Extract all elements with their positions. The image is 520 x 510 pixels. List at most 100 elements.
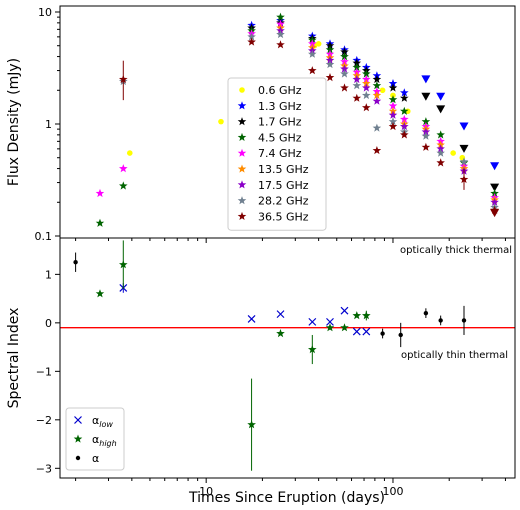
bottom-y-axis-label: Spectral Index <box>6 308 22 409</box>
data-point-13-5-ghz <box>362 79 371 88</box>
data-point-28-2-ghz <box>372 123 382 132</box>
legend-marker <box>237 196 247 205</box>
y-tick-label: −1 <box>36 365 52 378</box>
upper-limit-1-7-ghz <box>490 183 500 192</box>
legend-label: 4.5 GHz <box>258 131 302 144</box>
data-point-4-5-ghz <box>119 181 128 190</box>
legend-marker <box>239 87 245 93</box>
data-point--high <box>247 420 256 429</box>
upper-limit-1-7-ghz <box>436 105 446 114</box>
upper-limit-1-7-ghz <box>421 92 431 101</box>
legend-marker <box>237 117 247 126</box>
y-tick-label: −3 <box>36 462 52 475</box>
x-stroke <box>340 306 349 315</box>
x-stroke <box>326 317 334 326</box>
data-point-28-2-ghz <box>308 49 317 58</box>
bottom-axis-ticks: −3 −2 −1 0 1 10 100 <box>36 268 506 498</box>
data-point-28-2-ghz <box>421 131 431 140</box>
x-stroke <box>352 327 361 336</box>
data-point-17-5-ghz <box>490 197 499 206</box>
data-point-17-5-ghz <box>362 83 371 92</box>
top-panel: 0.1 1 10 Flux Density (mJy) 0.6 GHz 1.3 GHz… <box>6 5 516 243</box>
y-tick-label: −2 <box>36 414 52 427</box>
legend-label: 0.6 GHz <box>258 84 302 97</box>
legend-label: 1.3 GHz <box>258 100 302 113</box>
data-point-- <box>438 318 443 323</box>
upper-limit-1-3-ghz <box>421 75 431 84</box>
data-point-4-5-ghz <box>340 52 349 61</box>
data-point-1-3-ghz <box>388 79 398 88</box>
data-point-28-2-ghz <box>436 148 445 157</box>
data-point-17-5-ghz <box>352 74 362 84</box>
data-point-4-5-ghz <box>276 12 285 21</box>
y-tick-label: 0 <box>45 317 52 330</box>
data-point-1-7-ghz <box>388 83 398 92</box>
data-point-36-5-ghz <box>372 146 382 155</box>
upper-limit-36-5-ghz <box>490 209 500 218</box>
top-legend: 0.6 GHz 1.3 GHz 1.7 GHz 4.5 GHz 7.4 GHz 13.5 … <box>227 77 327 231</box>
data-point-36-5-ghz <box>276 40 285 49</box>
data-point--low <box>362 327 371 336</box>
data-point-28-2-ghz <box>247 32 256 41</box>
data-point-- <box>73 260 78 265</box>
data-point-- <box>380 331 385 336</box>
x-tick-label: 100 <box>382 485 403 498</box>
annotation-optically-thin: optically thin thermal <box>401 350 508 361</box>
data-point--high <box>308 345 317 354</box>
data-point-4-5-ghz <box>362 69 371 78</box>
data-point-4-5-ghz <box>372 81 382 90</box>
legend-marker <box>237 180 247 189</box>
y-tick-label: 0.1 <box>35 230 53 243</box>
data-point--low <box>352 327 361 336</box>
data-point--low <box>247 315 256 323</box>
data-point--high <box>325 323 335 332</box>
data-point-1-7-ghz <box>352 58 362 67</box>
data-point-17-5-ghz <box>436 144 445 153</box>
data-point--low <box>340 306 349 315</box>
data-point-7-4-ghz <box>340 57 349 66</box>
legend-label: 28.2 GHz <box>258 195 309 208</box>
data-point--low <box>276 310 285 319</box>
data-point-4-5-ghz <box>388 95 398 104</box>
data-point-0-6-ghz <box>218 118 224 125</box>
data-point-36-5-ghz <box>308 66 317 75</box>
data-point-4-5-ghz <box>352 62 362 72</box>
data-point-4-5-ghz <box>95 218 105 227</box>
x-stroke <box>308 317 317 326</box>
data-point-28-2-ghz <box>340 69 349 78</box>
legend-label: 7.4 GHz <box>258 147 302 160</box>
upper-limit-1-3-ghz <box>490 162 500 171</box>
top-data-marks <box>95 12 500 227</box>
x-stroke <box>276 310 285 319</box>
data-point-0-6-ghz <box>315 41 322 47</box>
data-point-7-4-ghz <box>388 101 398 110</box>
data-point-17-5-ghz <box>340 64 349 73</box>
data-point-7-4-ghz <box>95 188 105 198</box>
data-point-1-7-ghz <box>400 93 409 102</box>
data-point--high <box>352 311 362 320</box>
data-point-17-5-ghz <box>400 122 409 131</box>
y-tick-label: 1 <box>45 118 52 131</box>
data-point-28-2-ghz <box>388 117 398 126</box>
legend-label: 17.5 GHz <box>258 179 309 192</box>
legend-marker <box>237 148 247 157</box>
legend-marker <box>237 164 247 173</box>
data-point-7-4-ghz <box>400 114 409 123</box>
legend-label: 36.5 GHz <box>258 210 309 223</box>
data-point-1-7-ghz <box>340 47 349 56</box>
data-point--high <box>276 329 285 338</box>
data-point-13-5-ghz <box>372 90 382 100</box>
data-point--low <box>326 317 334 326</box>
x-axis-label: Times Since Eruption (days) <box>188 490 385 506</box>
legend-label: 1.7 GHz <box>258 116 302 129</box>
legend-marker <box>237 101 247 110</box>
x-stroke <box>74 416 82 424</box>
data-point-28-2-ghz <box>362 90 371 100</box>
data-point-17-5-ghz <box>421 127 431 136</box>
data-point-28-2-ghz <box>352 81 362 90</box>
legend-box <box>227 77 327 231</box>
legend-marker <box>74 416 82 424</box>
x-tick-label: 10 <box>199 485 213 498</box>
data-point-- <box>461 318 467 323</box>
